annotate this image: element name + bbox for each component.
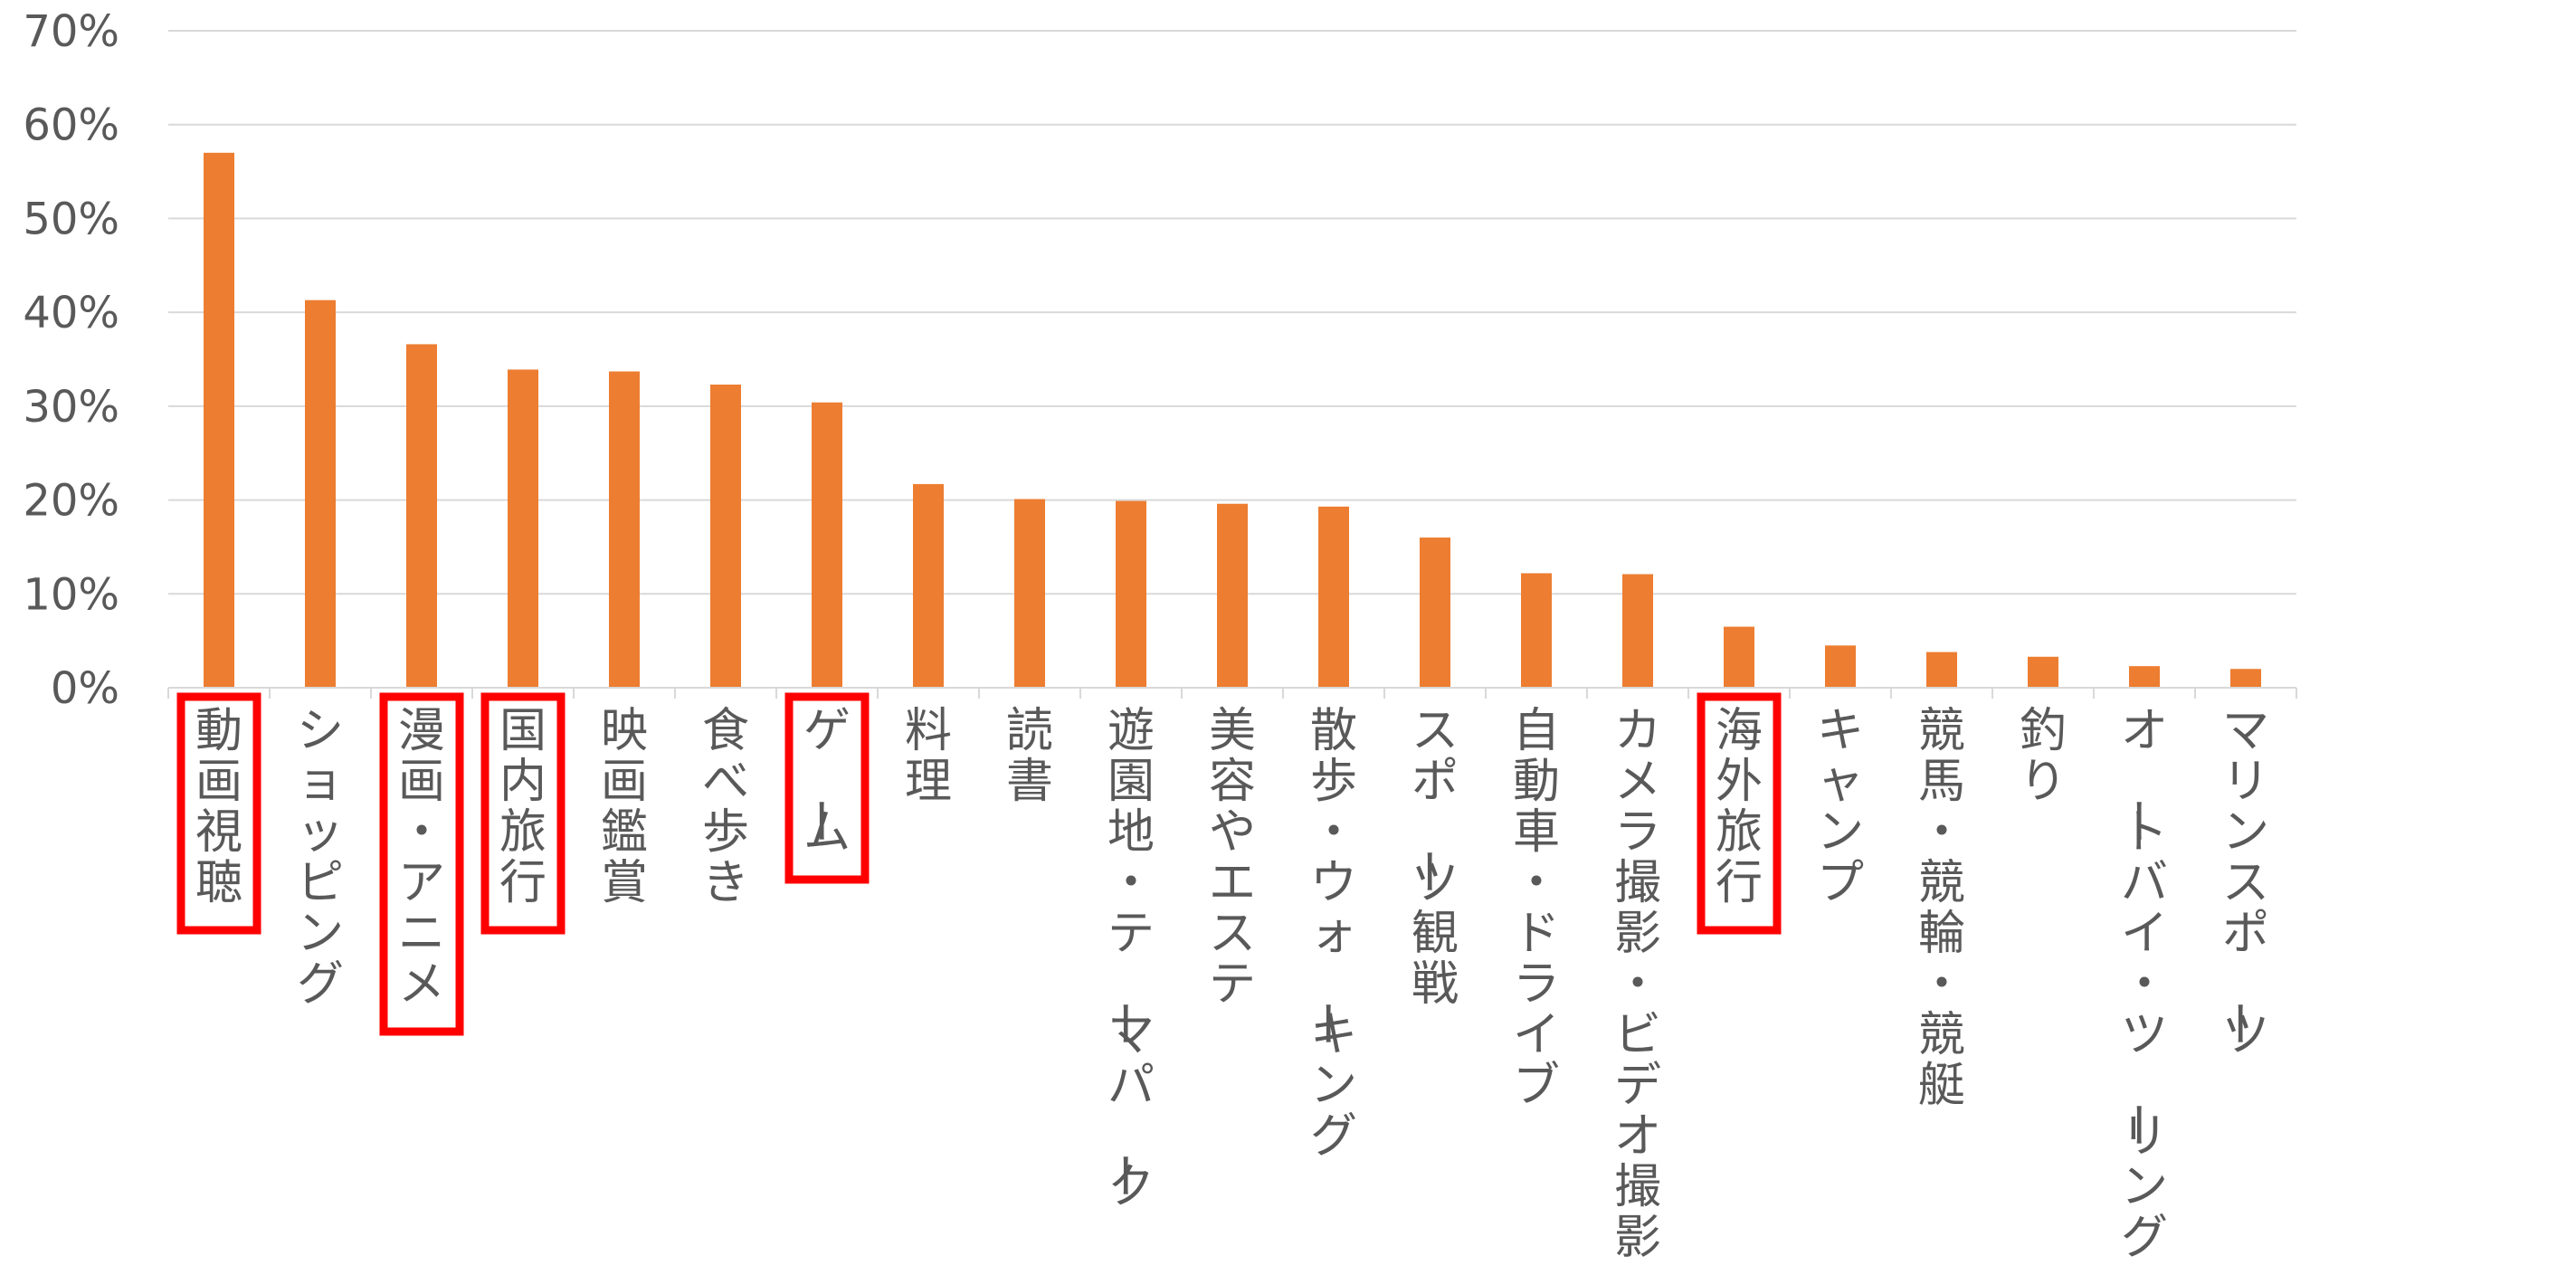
bar [812, 402, 842, 688]
bar [2230, 669, 2261, 688]
x-category-label: 漫画・アニメ [398, 704, 445, 1012]
y-tick-label: 10% [23, 569, 119, 620]
x-category-label: 競馬・競輪・競艇 [1918, 704, 1965, 1113]
bar [305, 300, 336, 688]
highlight-box [1697, 692, 1782, 935]
y-axis-tick-labels: 0% 10% 20% 30% 40% 50% 60% 70% [23, 6, 119, 714]
x-category-label: カメラ撮影・ビデオ撮影 [1614, 704, 1661, 1265]
x-axis-category-labels: 動画視聴 ショッピング 漫画・アニメ 国内旅行 映画鑑賞 食べ歩きゲーム料理読書遊園地・テ… [195, 704, 2269, 1265]
bar [204, 152, 234, 689]
x-category-label: 動画視聴 [195, 704, 242, 910]
x-category-label: 料理 [905, 704, 952, 809]
bar [609, 371, 640, 688]
y-tick-label: 30% [23, 382, 119, 433]
y-tick-label: 50% [23, 194, 119, 244]
y-tick-label: 20% [23, 476, 119, 527]
bar [1116, 500, 1146, 688]
x-category-label: オートバイ・ツーリング [2109, 704, 2168, 1265]
x-category-label: 読書 [1006, 704, 1053, 809]
highlight-box [480, 692, 566, 935]
bar [508, 369, 538, 688]
y-tick-label: 60% [23, 100, 119, 151]
x-category-label: 自動車・ドライブ [1513, 704, 1560, 1113]
x-category-label: 散歩・ウォーキング [1298, 704, 1357, 1164]
x-category-label: 釣り [2020, 704, 2067, 809]
x-category-label: 美容やエステ [1209, 704, 1256, 1012]
bar [913, 483, 944, 688]
bar [710, 385, 741, 688]
bar [406, 344, 437, 688]
bar [1014, 499, 1045, 688]
bar [1521, 573, 1552, 688]
highlight-box [379, 692, 464, 1036]
bar [2028, 656, 2058, 688]
highlight-box [784, 692, 870, 884]
highlight-box [176, 692, 261, 935]
y-tick-label: 40% [23, 288, 119, 338]
bar [2129, 666, 2160, 688]
bar [1622, 574, 1653, 688]
x-category-label: スポーツ観戦 [1400, 704, 1459, 1012]
bars [204, 152, 2261, 689]
x-category-label: 海外旅行 [1716, 704, 1763, 910]
bar [1420, 538, 1450, 688]
x-category-label: 国内旅行 [499, 704, 547, 910]
y-tick-label: 0% [51, 663, 119, 714]
highlight-boxes [176, 692, 1782, 1036]
x-category-label: 映画鑑賞 [601, 704, 648, 910]
x-category-label: キャンプ [1817, 704, 1864, 910]
y-tick-label: 70% [23, 6, 119, 57]
bar [1217, 503, 1248, 688]
x-category-label: ゲーム [792, 704, 851, 860]
bar [1825, 645, 1856, 688]
bar [1318, 506, 1349, 688]
bar [1724, 626, 1754, 688]
x-category-label: 遊園地・テーマパーク [1096, 704, 1155, 1214]
x-category-label: マリンスポーツ [2210, 704, 2269, 1062]
x-category-label: 食べ歩き [702, 704, 749, 910]
x-category-label: ショッピング [297, 704, 344, 1012]
bar [1926, 652, 1957, 688]
